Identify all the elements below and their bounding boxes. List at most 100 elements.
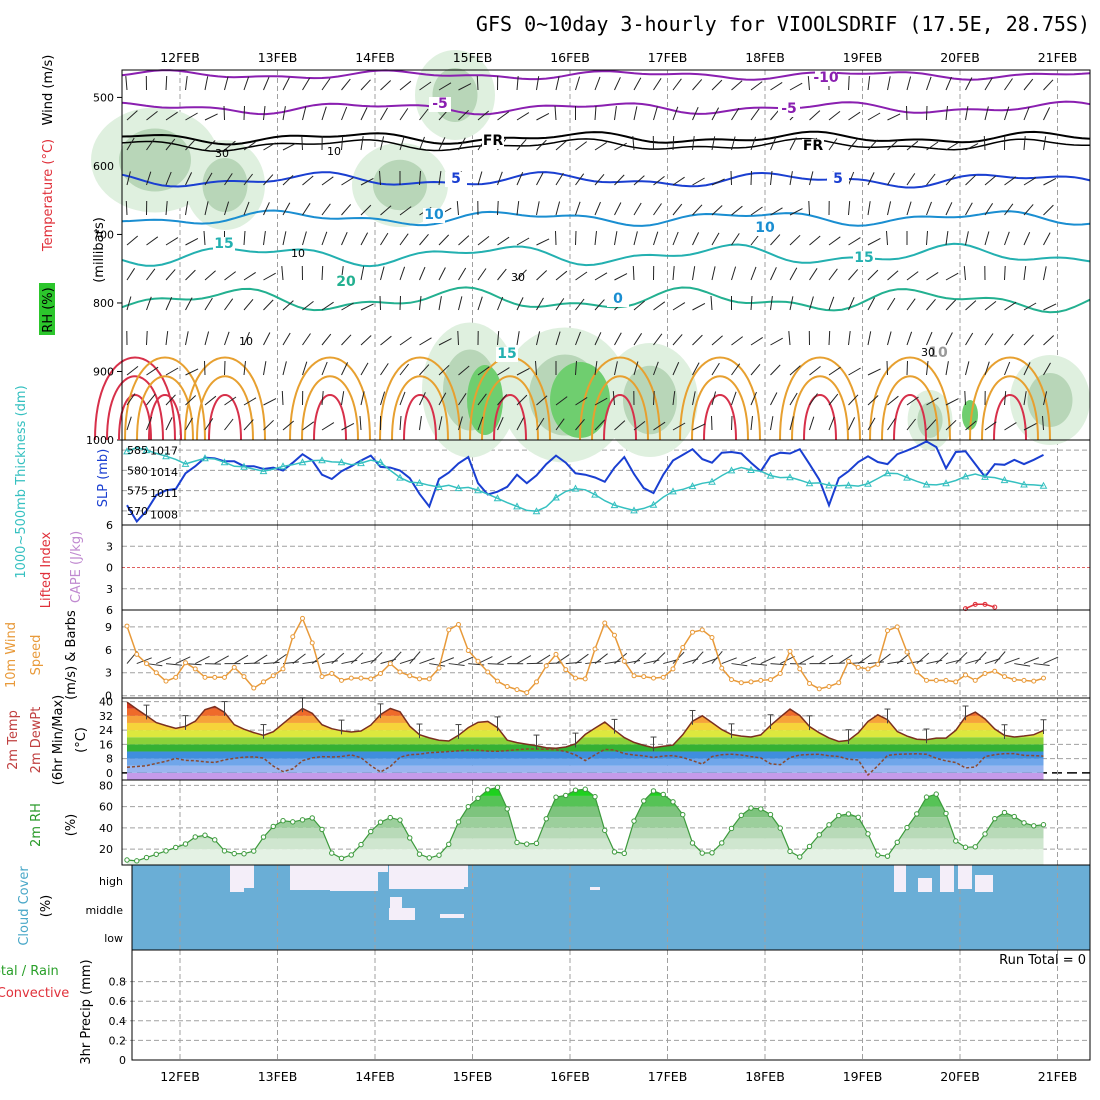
rh-marker <box>728 825 735 832</box>
wind-barb <box>711 232 720 246</box>
wind-barb <box>379 170 381 186</box>
wind-barb <box>360 107 368 121</box>
surface-wind-barb <box>692 651 704 664</box>
wind-barb <box>263 106 266 121</box>
wind-speed-marker <box>358 675 364 681</box>
rh-contour-label: 10 <box>239 335 253 348</box>
wind-barb <box>458 83 472 91</box>
wind-barb <box>263 419 274 431</box>
wind-barb <box>281 266 284 281</box>
wind-speed-marker <box>543 663 549 669</box>
wind-barb <box>263 231 266 246</box>
wind-barb <box>926 141 939 151</box>
temp-tick-label: 32 <box>99 710 113 723</box>
wind-barb <box>809 393 818 406</box>
rh-marker <box>719 840 725 846</box>
wind-barb <box>887 113 901 121</box>
wind-speed-marker <box>709 635 715 641</box>
thickness-marker <box>786 473 794 481</box>
wind-barb <box>1043 362 1051 376</box>
rh-marker <box>494 784 501 791</box>
rh-marker <box>777 825 783 831</box>
rh-marker <box>368 828 374 835</box>
wind-barb <box>146 236 159 246</box>
wind-barb <box>263 272 276 281</box>
wind-barb <box>964 390 966 406</box>
thickness-marker <box>844 481 853 489</box>
thickness-marker <box>259 467 268 475</box>
thickness-marker <box>825 481 833 489</box>
rh-marker <box>280 817 286 824</box>
rh-marker <box>923 794 930 800</box>
wind-barb <box>809 110 821 121</box>
wind-barb <box>867 297 876 311</box>
wind-barb <box>867 368 881 376</box>
wind-barb <box>536 417 545 431</box>
wind-barb <box>750 81 763 91</box>
wind-barb <box>848 296 855 311</box>
thickness-marker <box>610 501 619 509</box>
wind-barb <box>419 170 421 186</box>
rh-marker <box>641 798 647 804</box>
wind-barb <box>224 271 236 281</box>
surface-wind-barb <box>331 652 345 664</box>
rh-marker <box>806 843 813 850</box>
wind-barb <box>906 331 913 346</box>
thickness-marker <box>864 479 872 487</box>
wind-barb <box>807 76 810 91</box>
wind-speed-marker <box>231 664 237 670</box>
wind-speed-marker <box>904 649 910 655</box>
wind-speed-marker <box>690 629 695 635</box>
surface-wind-barb <box>741 656 757 665</box>
wind-barb <box>887 201 892 216</box>
wind-barb <box>886 360 888 376</box>
rh-marker <box>290 819 296 825</box>
rh-marker <box>865 831 871 837</box>
rh-marker <box>309 815 315 821</box>
surface-wind-barb <box>146 663 163 667</box>
rh-band <box>127 817 1044 828</box>
wind-speed-marker <box>865 666 871 672</box>
wind-barb <box>731 107 740 121</box>
wind-barb <box>419 296 422 311</box>
rh-marker <box>962 844 969 850</box>
wind-barb <box>224 140 236 151</box>
wind-barb <box>185 139 196 151</box>
wind-barb <box>555 270 568 281</box>
wind-barb <box>536 201 540 216</box>
isotherm-surface-arch <box>869 356 951 441</box>
slp-tick-label: 1017 <box>150 445 178 458</box>
cloud-gap <box>894 865 906 892</box>
wind-speed-marker <box>846 658 851 664</box>
wind-barb <box>828 268 838 281</box>
cloud-unit-label: (%) <box>39 895 54 918</box>
date-label-top: 19FEB <box>843 50 883 65</box>
surface-wind-barb <box>604 660 621 665</box>
surface-wind-barb <box>955 651 968 664</box>
wind-barb <box>594 361 598 376</box>
rh-marker <box>845 811 852 817</box>
temp-tick-label: 40 <box>99 696 113 709</box>
thickness-marker <box>688 482 697 490</box>
wind-barb <box>321 106 327 121</box>
wind-barb <box>243 201 250 216</box>
wind-barb <box>963 266 966 281</box>
wind-barb <box>1043 335 1055 346</box>
wind-barb <box>750 391 757 406</box>
wind-speed-marker <box>875 661 881 667</box>
wind-barb <box>770 81 783 91</box>
precip-tick-label: 0 <box>119 1054 126 1067</box>
wind-barb <box>672 422 686 431</box>
wind-barb <box>887 76 891 91</box>
pressure-tick-label: 1000 <box>86 434 114 447</box>
wind-barb <box>770 296 773 311</box>
wind-barb <box>536 172 544 186</box>
wind-barb <box>185 417 193 431</box>
wind-barb <box>380 232 389 246</box>
surface-wind-barb <box>555 654 570 664</box>
rh2m-unit-label: (%) <box>64 814 79 837</box>
thickness-marker <box>883 469 892 477</box>
rh-marker <box>465 803 471 810</box>
isotherm-surface-arch <box>981 375 1039 441</box>
wind-barb <box>263 142 276 151</box>
